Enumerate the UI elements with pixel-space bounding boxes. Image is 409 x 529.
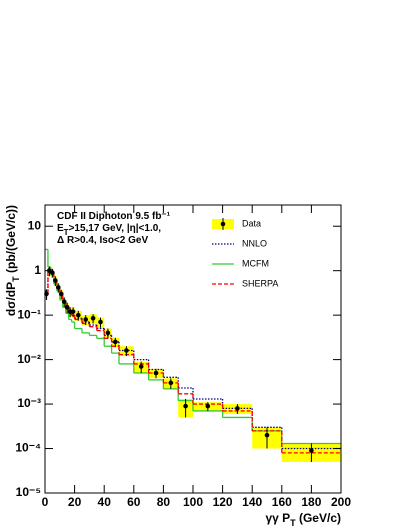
data-point [153, 370, 159, 376]
y-tick-label: 10⁻² [17, 352, 41, 366]
data-point [53, 278, 58, 283]
data-point [235, 406, 240, 411]
y-tick-label: 10⁻¹ [17, 307, 41, 321]
x-tick-label: 0 [42, 495, 49, 509]
label-part: >15,17 GeV, |η|<1.0, [69, 223, 162, 234]
data-point [61, 299, 67, 305]
label-part: CDF II Diphoton 9.5 fb⁻¹ [57, 211, 171, 222]
x-tick-label: 160 [272, 495, 292, 509]
y-tick-label: 10 [28, 218, 42, 232]
legend-label: Data [242, 218, 261, 228]
data-point [76, 312, 81, 318]
y-tick-label: 1 [34, 263, 41, 277]
x-tick-label: 180 [301, 495, 321, 509]
data-point [98, 319, 103, 325]
data-point [58, 291, 64, 297]
data-point [309, 448, 314, 453]
label-part: (GeV/c) [296, 511, 341, 525]
x-tick-label: 40 [98, 495, 112, 509]
legend-swatch [220, 221, 226, 227]
label-part: Δ R>0.4, Iso<2 GeV [57, 235, 148, 246]
label-part: T [64, 228, 69, 237]
data-point [83, 317, 88, 322]
data-point [168, 380, 174, 386]
y-tick-label: 10⁻⁴ [15, 441, 41, 455]
x-tick-label: 80 [157, 495, 171, 509]
data-point [138, 364, 144, 369]
label-part: T [290, 518, 296, 528]
data-point [124, 348, 129, 353]
data-point [113, 339, 118, 345]
legend-label: MCFM [242, 258, 269, 268]
label-part: (pb/(GeV/c)) [4, 205, 18, 276]
data-point [90, 315, 96, 321]
x-tick-label: 20 [68, 495, 82, 509]
data-point [64, 305, 70, 310]
data-point [70, 309, 76, 314]
x-tick-label: 100 [183, 495, 203, 509]
data-point [50, 270, 55, 276]
x-tick-label: 200 [331, 495, 351, 509]
label-part: T [11, 276, 21, 282]
label-part: γγ P [265, 511, 290, 525]
x-tick-label: 140 [242, 495, 262, 509]
label-part: dσ/dP [4, 282, 18, 316]
data-point [183, 403, 188, 409]
legend-label: SHERPA [242, 278, 278, 288]
x-tick-label: 120 [213, 495, 233, 509]
y-tick-label: 10⁻⁵ [16, 485, 41, 499]
y-tick-label: 10⁻³ [17, 396, 41, 410]
data-point [205, 403, 211, 409]
label-part: E [57, 223, 64, 234]
data-point [105, 330, 111, 336]
data-point [56, 285, 61, 290]
data-point [264, 432, 270, 438]
annotation: Δ R>0.4, Iso<2 GeV [57, 235, 148, 246]
legend-label: NNLO [242, 238, 267, 248]
y-axis-title: dσ/dPT (pb/(GeV/c)) [4, 205, 21, 316]
annotation: ET>15,17 GeV, |η|<1.0, [57, 223, 161, 237]
annotation: CDF II Diphoton 9.5 fb⁻¹ [57, 211, 171, 222]
x-axis-title: γγ PT (GeV/c) [265, 511, 341, 528]
x-tick-label: 60 [127, 495, 141, 509]
